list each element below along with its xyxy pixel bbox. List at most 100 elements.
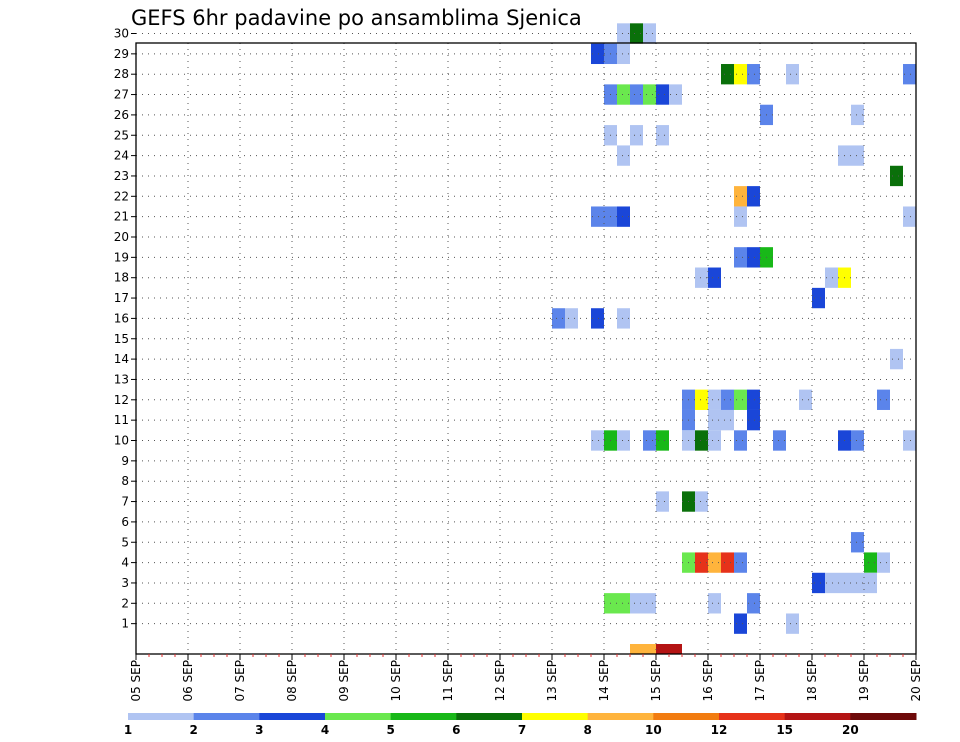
heatmap-cell bbox=[617, 593, 630, 614]
heatmap-cell bbox=[643, 593, 656, 614]
x-tick-label: 19 SEP bbox=[857, 660, 871, 702]
ensemble-bar-cell bbox=[669, 644, 682, 654]
y-tick-label: 11 bbox=[114, 413, 129, 427]
y-tick-label: 29 bbox=[114, 47, 129, 61]
heatmap-cell bbox=[656, 84, 669, 105]
heatmap-cell bbox=[630, 84, 643, 105]
heatmap-cell bbox=[890, 165, 903, 187]
y-tick-label: 2 bbox=[121, 596, 129, 610]
x-tick-label: 13 SEP bbox=[545, 660, 559, 702]
x-tick-label: 17 SEP bbox=[753, 660, 767, 702]
x-tick-label: 11 SEP bbox=[441, 660, 455, 702]
y-tick-label: 19 bbox=[114, 250, 129, 264]
x-tick-label: 09 SEP bbox=[337, 660, 351, 702]
heatmap-cell bbox=[747, 64, 760, 85]
color-scale-label: 8 bbox=[583, 723, 591, 737]
y-tick-label: 5 bbox=[121, 535, 129, 549]
heatmap-cell bbox=[695, 552, 708, 573]
x-tick-label: 06 SEP bbox=[181, 660, 195, 702]
heatmap-cell bbox=[825, 572, 838, 594]
heatmap-cell bbox=[630, 593, 643, 614]
color-scale-swatch bbox=[522, 713, 589, 720]
ensemble-bar-cell bbox=[643, 644, 656, 654]
heatmap-cell bbox=[708, 552, 721, 573]
heatmap-cell bbox=[617, 43, 630, 65]
heatmap-cell bbox=[747, 409, 760, 431]
heatmap-cell bbox=[851, 145, 864, 166]
heatmap-cell bbox=[708, 409, 721, 431]
grid-layer bbox=[136, 33, 916, 654]
heatmap-cell bbox=[747, 593, 760, 614]
color-scale-swatch bbox=[456, 713, 523, 720]
heatmap-cell bbox=[734, 186, 747, 207]
color-scale-swatch bbox=[193, 713, 260, 720]
heatmap-cell bbox=[656, 125, 669, 146]
heatmap-cell bbox=[877, 389, 890, 410]
heatmap-cell bbox=[747, 247, 760, 268]
heatmap-cell bbox=[708, 593, 721, 614]
heatmap-cell bbox=[617, 206, 630, 227]
color-scale-swatch bbox=[653, 713, 720, 720]
heatmap-cell bbox=[903, 430, 916, 451]
chart-title: GEFS 6hr padavine po ansamblima Sjenica bbox=[131, 6, 582, 30]
y-tick-label: 17 bbox=[114, 291, 129, 305]
color-scale-swatch bbox=[784, 713, 851, 720]
heatmap-cell bbox=[630, 23, 643, 44]
y-tick-label: 26 bbox=[114, 108, 129, 122]
heatmap-cell bbox=[695, 430, 708, 451]
heatmap-cell bbox=[669, 84, 682, 105]
x-tick-label: 07 SEP bbox=[233, 660, 247, 702]
heatmap-cell bbox=[851, 572, 864, 594]
heatmap-cell bbox=[747, 186, 760, 207]
ensemble-bar-cell bbox=[656, 644, 669, 654]
y-tick-label: 23 bbox=[114, 169, 129, 183]
color-scale-label: 10 bbox=[645, 723, 662, 737]
heatmap-cell bbox=[591, 430, 604, 451]
heatmap-cell bbox=[734, 247, 747, 268]
heatmap-cell bbox=[851, 532, 864, 553]
y-tick-label: 24 bbox=[114, 149, 129, 163]
y-tick-label: 20 bbox=[114, 230, 129, 244]
heatmap-cell bbox=[695, 267, 708, 288]
heatmap-cell bbox=[656, 430, 669, 451]
color-scale-label: 4 bbox=[321, 723, 329, 737]
heatmap-cell bbox=[734, 430, 747, 451]
y-tick-label: 30 bbox=[114, 27, 129, 41]
color-scale: 1 2 3 4 5 6 7 8 10 12 15 20 bbox=[124, 713, 917, 737]
y-tick-label: 10 bbox=[114, 434, 129, 448]
y-tick-label: 3 bbox=[121, 576, 129, 590]
color-scale-label: 3 bbox=[255, 723, 263, 737]
heatmap-cell bbox=[734, 389, 747, 410]
heatmap-cell bbox=[864, 552, 877, 573]
heatmap-cell bbox=[825, 267, 838, 288]
heatmap-cell bbox=[851, 430, 864, 451]
y-tick-label: 18 bbox=[114, 271, 129, 285]
color-scale-label: 6 bbox=[452, 723, 460, 737]
x-tick-label: 18 SEP bbox=[805, 660, 819, 702]
heatmap-cell bbox=[643, 430, 656, 451]
y-tick-label: 15 bbox=[114, 332, 129, 346]
y-tick-label: 16 bbox=[114, 311, 129, 325]
heatmap-cell bbox=[864, 572, 877, 594]
color-scale-swatch bbox=[850, 713, 917, 720]
heatmap-cell bbox=[617, 23, 630, 44]
y-tick-label: 1 bbox=[121, 617, 129, 631]
heatmap-cell bbox=[695, 389, 708, 410]
heatmap-cell bbox=[734, 552, 747, 573]
heatmap-cell bbox=[734, 613, 747, 634]
y-tick-label: 4 bbox=[121, 556, 129, 570]
heatmap-cell bbox=[552, 308, 565, 329]
heatmap-cell bbox=[643, 84, 656, 105]
heatmap-cell bbox=[721, 409, 734, 431]
heatmap-cell bbox=[799, 389, 812, 410]
heatmap-cell bbox=[877, 552, 890, 573]
color-scale-label: 2 bbox=[189, 723, 197, 737]
heatmap-cell bbox=[565, 308, 578, 329]
y-tick-label: 6 bbox=[121, 515, 129, 529]
y-tick-label: 25 bbox=[114, 128, 129, 142]
heatmap-cell bbox=[591, 206, 604, 227]
heatmap-cell bbox=[643, 23, 656, 44]
x-tick-label: 20 SEP bbox=[909, 660, 923, 702]
x-tick-label: 08 SEP bbox=[285, 660, 299, 702]
